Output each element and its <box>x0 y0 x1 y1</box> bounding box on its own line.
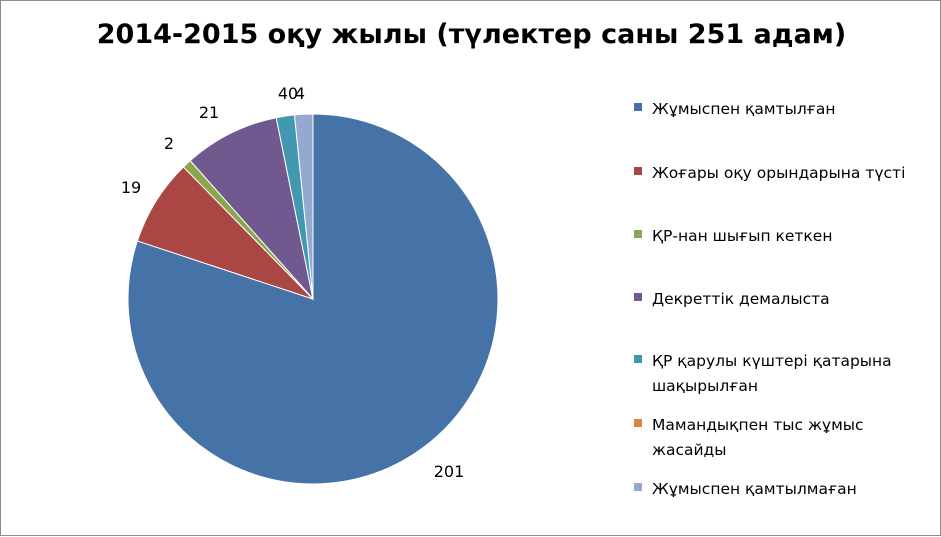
legend-label: Жұмыспен қамтылмаған <box>652 480 857 498</box>
legend-label: Декреттік демалыста <box>652 290 830 308</box>
pie-slices <box>127 113 499 485</box>
data-label-3: 21 <box>199 103 219 122</box>
legend-label: Жұмыспен қамтылған <box>652 100 836 118</box>
legend-swatch <box>634 230 642 238</box>
legend-label: ҚР қарулы күштері қатарына шақырылған <box>652 352 892 395</box>
pie-slice-6 <box>293 113 314 300</box>
legend-label: Мамандықпен тыс жұмыс жасайды <box>652 416 864 459</box>
legend-swatch <box>634 419 642 427</box>
legend-swatch <box>634 103 642 111</box>
data-label-2: 2 <box>164 134 174 153</box>
legend-label: Жоғары оқу орындарына түсті <box>652 164 906 182</box>
legend-swatch <box>634 355 642 363</box>
data-label-1: 19 <box>121 178 141 197</box>
legend-swatch <box>634 167 642 175</box>
legend-label: ҚР-нан шығып кеткен <box>652 227 833 245</box>
data-label-6: 4 <box>295 84 305 103</box>
data-label-4: 4 <box>278 84 288 103</box>
data-label-5: 0 <box>288 84 298 103</box>
legend-swatch <box>634 483 642 491</box>
chart-title: 2014-2015 оқу жылы (түлектер саны 251 ад… <box>96 19 847 50</box>
pie-data-labels: 201 19 2 21 4 04 <box>121 84 464 481</box>
legend-swatch <box>634 293 642 301</box>
pie-slice-3 <box>189 117 314 301</box>
data-label-0: 201 <box>434 462 465 481</box>
